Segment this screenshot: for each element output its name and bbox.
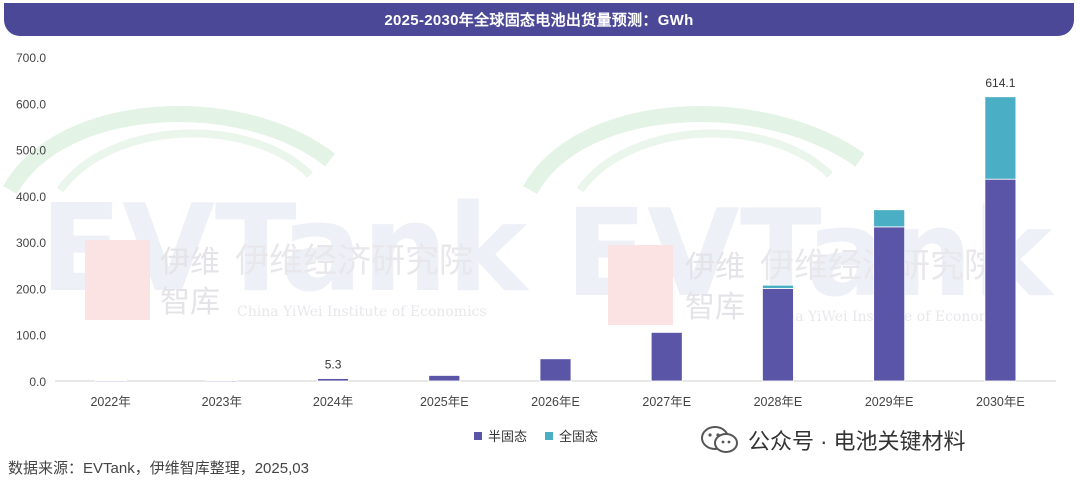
y-tick-label: 100.0: [16, 329, 46, 343]
data-label: 614.1: [985, 76, 1015, 90]
bar-semi-solid: [94, 380, 127, 383]
bar-semi-solid: [984, 178, 1017, 382]
x-tick-label: 2025年E: [420, 395, 469, 409]
watermark-short-right-1: 伊维: [685, 250, 745, 285]
watermark-short-right-2: 智库: [685, 290, 745, 325]
bar-semi-solid: [317, 378, 349, 382]
y-tick-label: 300.0: [16, 236, 46, 250]
bar-all-solid: [873, 209, 906, 228]
bar-all-solid: [762, 284, 794, 289]
legend-swatch-semi-solid: [474, 431, 482, 440]
chart-title-bar: 2025-2030年全球固态电池出货量预测：GWh: [4, 3, 1074, 36]
watermark-brand-en-left: China YiWei Institute of Economics: [237, 304, 487, 320]
legend-label-all-solid: 全固态: [559, 429, 599, 444]
bar-semi-solid: [873, 226, 906, 382]
y-axis: 0.0 100.0 200.0 300.0 400.0 500.0 600.0 700.0: [16, 51, 46, 389]
x-tick-label: 2024年: [313, 395, 353, 409]
x-tick-label: 2022年: [90, 395, 130, 409]
y-tick-label: 400.0: [16, 190, 46, 204]
x-axis: 2022年 2023年 2024年 2025年E 2026年E 2027年E 2028年E 2…: [55, 380, 1056, 409]
x-tick-label: 2029年E: [865, 395, 914, 409]
x-tick-label: 2030年E: [976, 395, 1025, 409]
wechat-account: 公众号 · 电池关键材料: [700, 424, 966, 456]
x-tick-label: 2027年E: [642, 395, 691, 409]
chart-title: 2025-2030年全球固态电池出货量预测：GWh: [384, 12, 694, 29]
bars: [94, 96, 1017, 383]
y-tick-label: 0.0: [29, 375, 46, 389]
y-tick-label: 700.0: [16, 51, 46, 65]
watermark-right: EVTank 伊维 智库 伊维经济研究院 China YiWei Institu…: [523, 106, 1056, 325]
legend: 半固态 全固态: [474, 426, 598, 445]
x-tick-label: 2023年: [202, 395, 242, 409]
source-note: 数据来源：EVTank，伊维智库整理，2025,03: [8, 460, 309, 477]
bar-semi-solid: [650, 331, 683, 382]
bar-semi-solid: [428, 375, 461, 382]
bar-all-solid: [984, 96, 1017, 180]
legend-item-all-solid: 全固态: [545, 426, 598, 445]
y-tick-label: 500.0: [16, 144, 46, 158]
data-label: 5.3: [325, 358, 342, 372]
watermark-short-left-2: 智库: [160, 285, 220, 320]
bar-semi-solid: [762, 288, 794, 382]
watermark-short-left-1: 伊维: [160, 245, 220, 280]
legend-swatch-all-solid: [545, 431, 554, 440]
wechat-account-name: 公众号 · 电池关键材料: [748, 429, 966, 454]
legend-item-semi-solid: 半固态: [474, 426, 527, 445]
bar-semi-solid: [539, 358, 572, 382]
wechat-icon: [701, 426, 738, 453]
bar-semi-solid: [205, 380, 238, 383]
watermark-brand-left: 伊维经济研究院: [235, 241, 473, 281]
x-tick-label: 2026年E: [531, 395, 580, 409]
y-tick-label: 200.0: [16, 282, 46, 296]
chart-area: EVTank 伊维 智库 伊维经济研究院 China YiWei Institu…: [3, 51, 1056, 409]
y-tick-label: 600.0: [16, 97, 46, 111]
data-labels: 5.3 614.1: [325, 76, 1016, 372]
watermark-left: EVTank 伊维 智库 伊维经济研究院 China YiWei Institu…: [3, 106, 531, 320]
watermark: EVTank 伊维 智库 伊维经济研究院 China YiWei Institu…: [3, 106, 1056, 325]
legend-label-semi-solid: 半固态: [488, 429, 528, 444]
x-tick-label: 2028年E: [754, 395, 803, 409]
